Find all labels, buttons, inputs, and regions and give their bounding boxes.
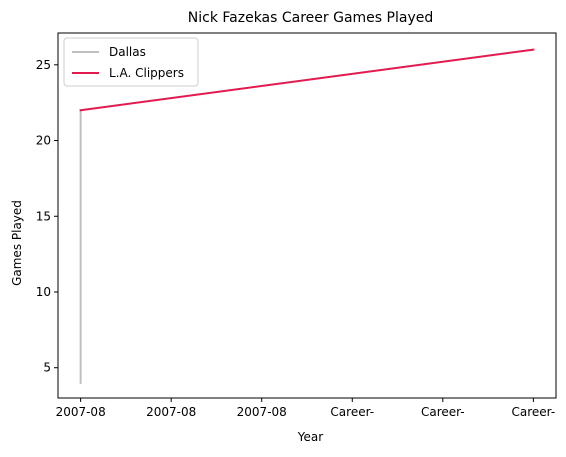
legend-label-1: L.A. Clippers bbox=[109, 66, 184, 80]
x-tick-label: 2007-08 bbox=[56, 405, 106, 419]
y-tick-label: 10 bbox=[36, 285, 51, 299]
legend: Dallas L.A. Clippers bbox=[63, 37, 199, 87]
y-axis-label: Games Played bbox=[10, 200, 24, 286]
x-tick-label: Career- bbox=[421, 405, 465, 419]
plot-frame bbox=[57, 32, 557, 399]
legend-label-0: Dallas bbox=[109, 45, 146, 59]
y-tick-label: 5 bbox=[43, 361, 51, 375]
x-tick-label: 2007-08 bbox=[237, 405, 287, 419]
y-tick-label: 20 bbox=[36, 134, 51, 148]
y-tick-label: 25 bbox=[36, 58, 51, 72]
x-tick-label: 2007-08 bbox=[146, 405, 196, 419]
plot-area: 2007-08 2007-08 2007-08 Career- Career- Caree… bbox=[36, 32, 557, 419]
chart-title: Nick Fazekas Career Games Played bbox=[188, 10, 433, 26]
x-axis-label: Year bbox=[297, 430, 323, 444]
x-tick-label: Career- bbox=[512, 405, 556, 419]
y-tick-label: 15 bbox=[36, 209, 51, 223]
x-tick-label: Career- bbox=[330, 405, 374, 419]
series-line-1 bbox=[79, 48, 535, 112]
